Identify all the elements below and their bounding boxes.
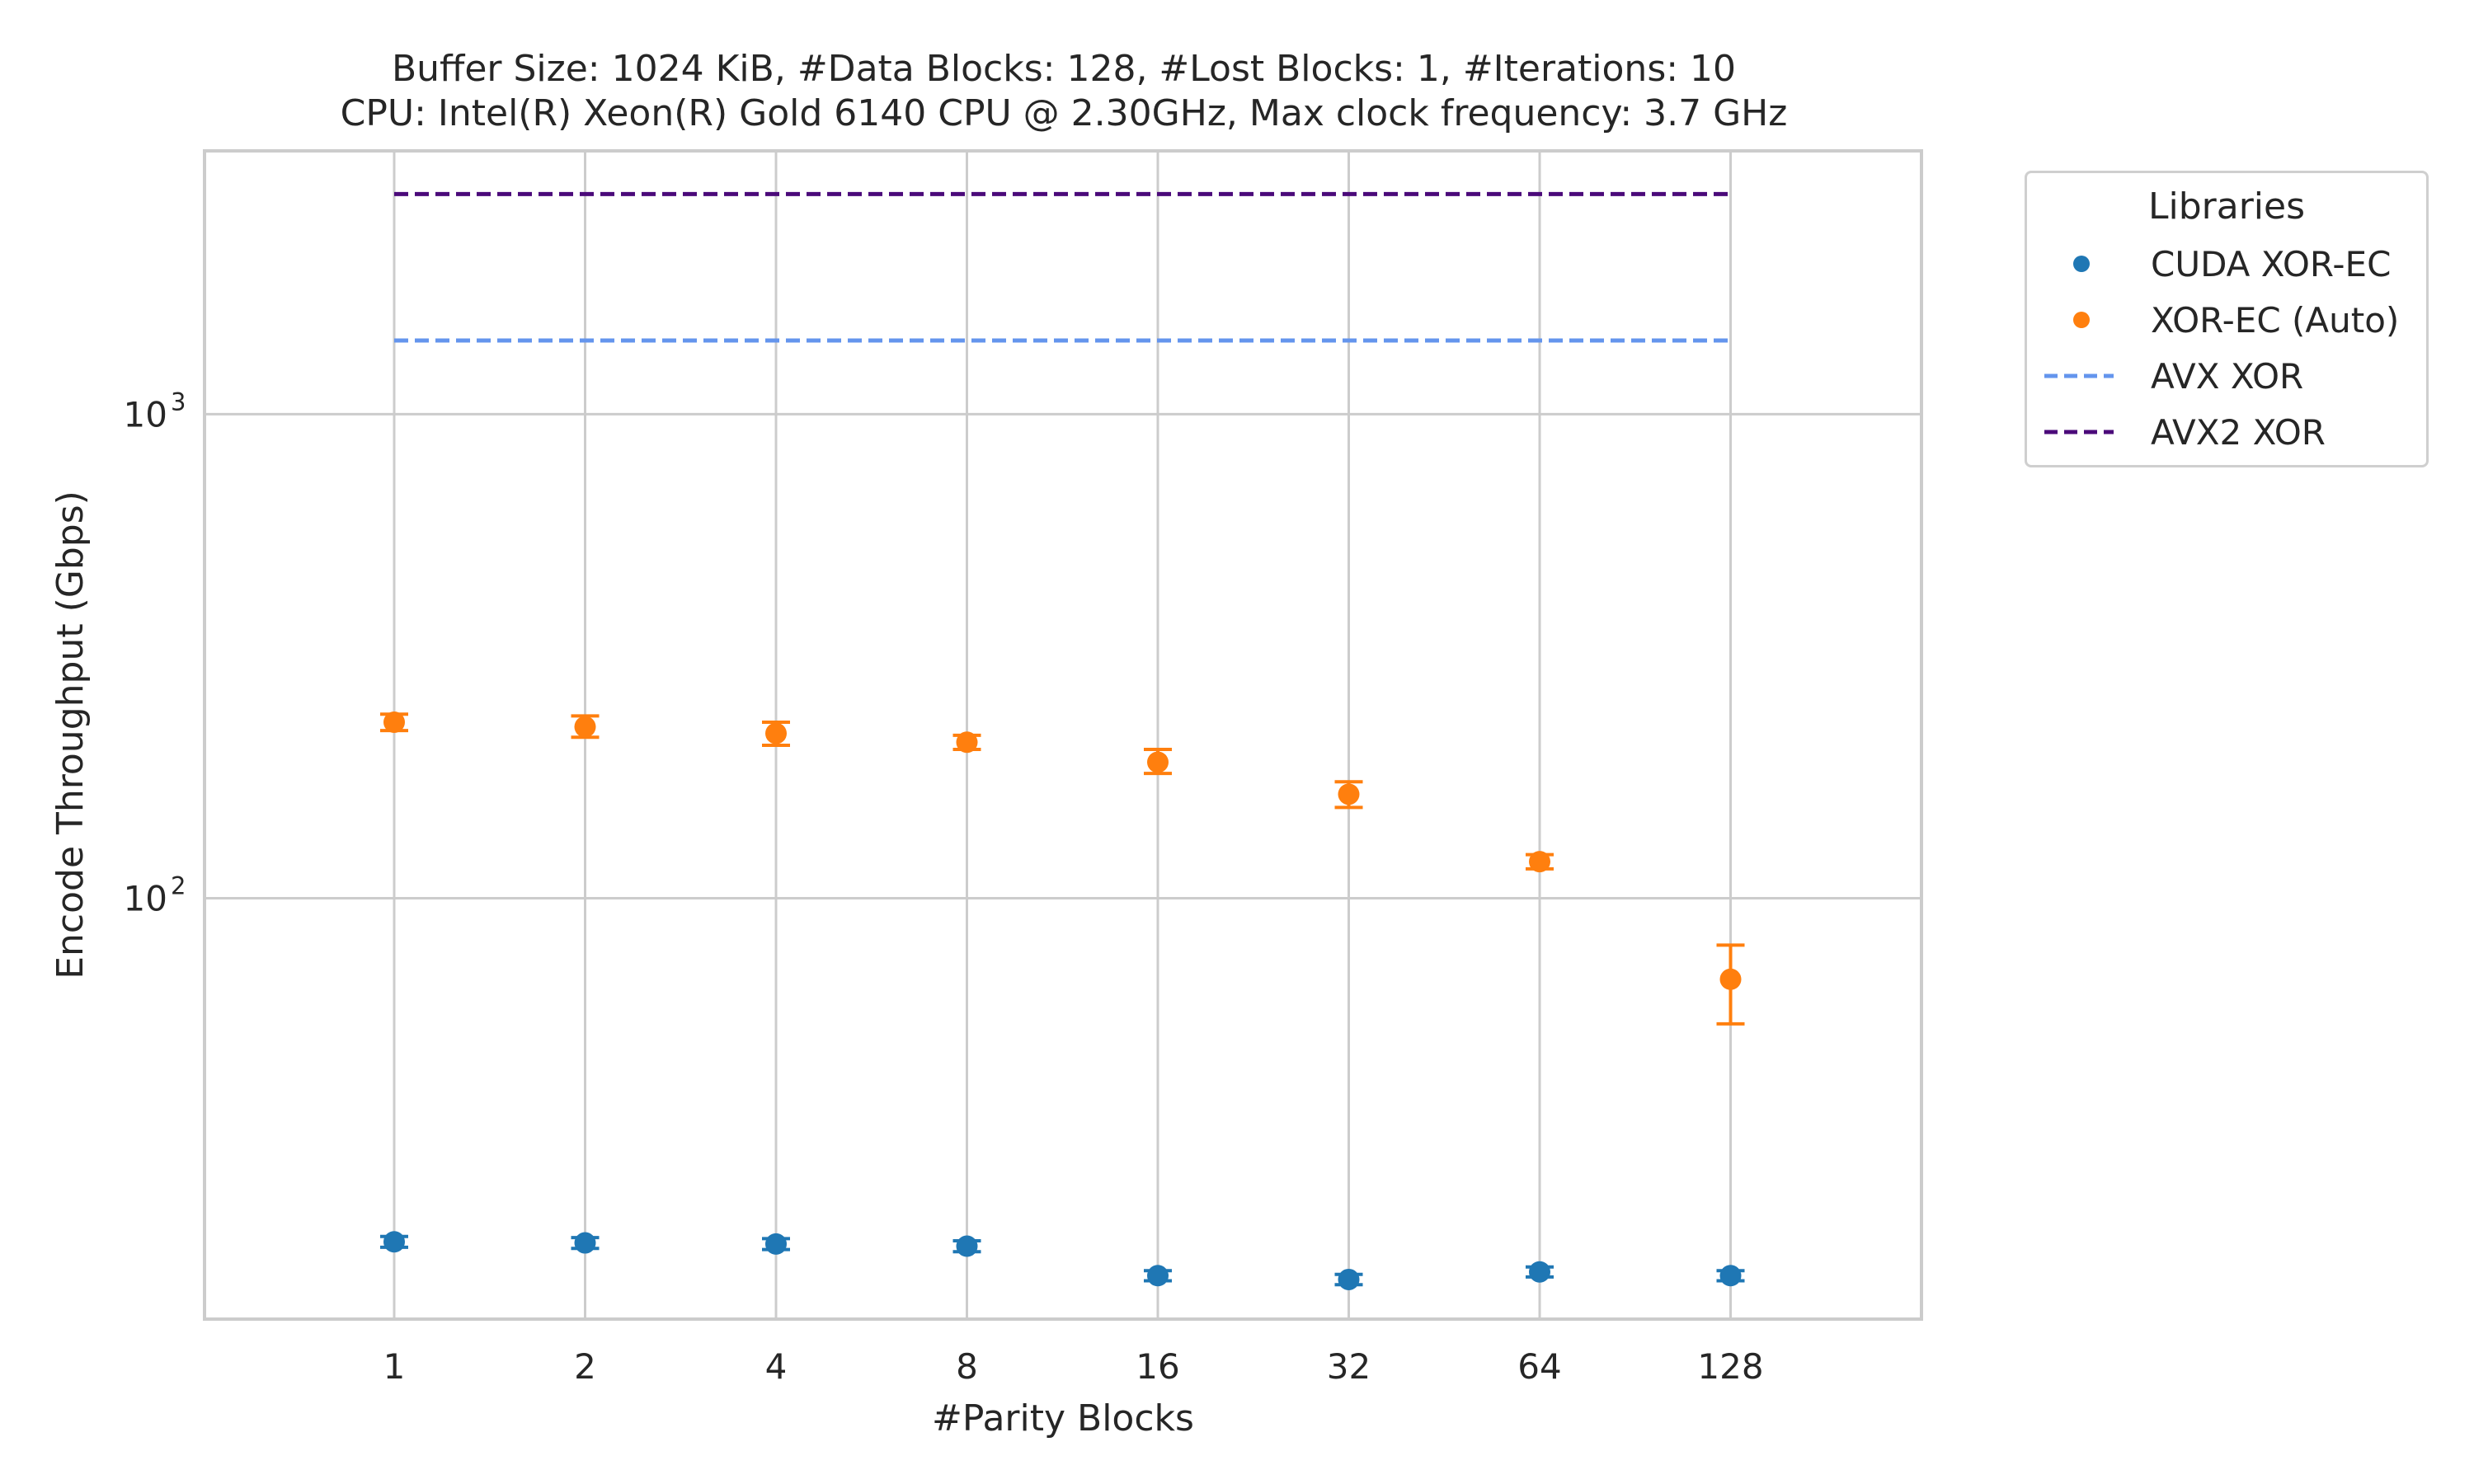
y-tick-exponent: 3: [171, 387, 186, 416]
reference-lines: [394, 191, 1731, 343]
x-tick-label: 1: [383, 1346, 406, 1387]
y-axis-label: Encode Throughput (Gbps): [49, 491, 92, 979]
legend-marker-dashed-line: [2044, 430, 2114, 434]
legend-item-avx2-xor: AVX2 XOR: [2027, 407, 2426, 457]
data-point: [765, 1233, 787, 1255]
data-point: [383, 711, 405, 733]
legend-marker-dashed-line: [2044, 373, 2114, 378]
y-tick-label: 10: [124, 878, 167, 918]
legend-label: CUDA XOR-EC: [2151, 244, 2392, 284]
data-point: [1147, 1265, 1169, 1287]
grid: [205, 151, 1921, 1319]
chart-title: Buffer Size: 1024 KiB, #Data Blocks: 128…: [391, 48, 1737, 90]
legend-label: AVX2 XOR: [2151, 412, 2326, 453]
legend-marker-dot: [2073, 312, 2090, 328]
data-point: [1338, 1268, 1360, 1290]
legend-label: XOR-EC (Auto): [2151, 300, 2400, 340]
data-point: [956, 731, 978, 754]
legend-marker-dot: [2073, 256, 2090, 272]
data-point: [1147, 751, 1169, 773]
legend-item-xor-ec-auto: XOR-EC (Auto): [2027, 295, 2426, 345]
data-point: [1338, 783, 1360, 805]
data-point: [956, 1235, 978, 1257]
legend-title: Libraries: [2147, 186, 2306, 228]
data-point: [1719, 1265, 1742, 1287]
x-tick-label: 4: [765, 1346, 788, 1387]
data-point: [765, 722, 787, 744]
y-tick-exponent: 2: [171, 871, 186, 899]
x-tick-label: 128: [1697, 1346, 1763, 1387]
data-points: [380, 711, 1745, 1290]
data-point: [574, 1232, 596, 1254]
legend-item-avx-xor: AVX XOR: [2027, 351, 2426, 401]
data-point: [1719, 968, 1742, 990]
x-tick-label: 16: [1136, 1346, 1179, 1387]
chart-subtitle: CPU: Intel(R) Xeon(R) Gold 6140 CPU @ 2.…: [340, 92, 1788, 134]
legend: Libraries CUDA XOR-EC XOR-EC (Auto) AVX …: [2025, 171, 2429, 467]
legend-item-cuda-xor-ec: CUDA XOR-EC: [2027, 239, 2426, 289]
data-point: [574, 716, 596, 738]
plot-frame: [203, 149, 1923, 1321]
data-point: [1529, 851, 1550, 873]
x-tick-label: 32: [1327, 1346, 1371, 1387]
x-axis-label: #Parity Blocks: [932, 1397, 1194, 1439]
legend-label: AVX XOR: [2151, 356, 2304, 397]
x-tick-label: 64: [1517, 1346, 1561, 1387]
y-tick-label: 10: [124, 394, 167, 434]
data-point: [1529, 1261, 1550, 1283]
x-tick-label: 2: [574, 1346, 596, 1387]
x-tick-label: 8: [956, 1346, 978, 1387]
data-point: [383, 1231, 405, 1253]
